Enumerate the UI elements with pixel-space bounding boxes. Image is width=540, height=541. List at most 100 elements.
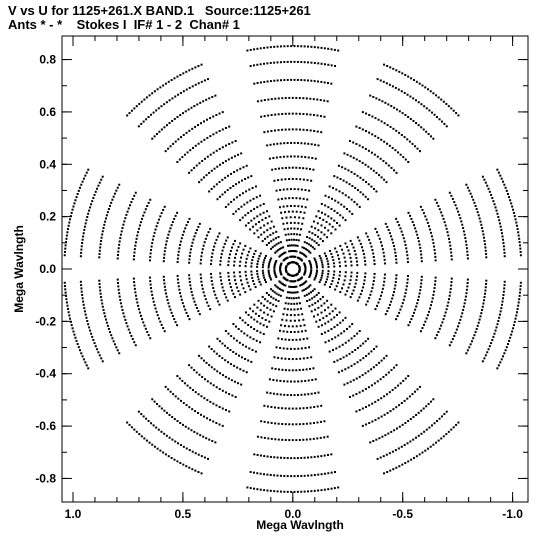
uv-point — [247, 222, 250, 225]
uv-point — [262, 274, 265, 277]
uv-point — [244, 311, 247, 314]
uv-point — [402, 237, 405, 240]
uv-point — [377, 118, 380, 121]
uv-point — [512, 327, 515, 330]
uv-point — [392, 294, 395, 297]
uv-point — [325, 257, 328, 260]
uv-point — [454, 331, 457, 334]
uv-point — [375, 364, 378, 367]
uv-point — [395, 466, 398, 469]
uv-point — [332, 273, 335, 276]
uv-point — [268, 262, 271, 265]
uv-point — [127, 328, 130, 331]
uv-point — [232, 243, 235, 246]
uv-point — [319, 257, 322, 260]
uv-point — [348, 253, 351, 256]
uv-point — [492, 335, 495, 338]
uv-point — [221, 111, 224, 114]
uv-point — [145, 118, 148, 121]
uv-point — [504, 349, 507, 352]
uv-point — [232, 350, 235, 353]
uv-point — [173, 217, 176, 220]
uv-point — [269, 392, 272, 395]
uv-point — [309, 273, 312, 276]
uv-point — [189, 149, 192, 152]
uv-point — [296, 490, 299, 493]
uv-point — [519, 281, 522, 284]
uv-point — [308, 292, 311, 295]
uv-point — [134, 344, 137, 347]
uv-point — [289, 280, 292, 283]
uv-point — [398, 131, 401, 134]
uv-point — [188, 466, 191, 469]
uv-point — [473, 201, 476, 204]
uv-point — [309, 406, 312, 409]
uv-point — [334, 228, 337, 231]
uv-point — [312, 367, 315, 370]
uv-point — [269, 61, 272, 64]
uv-point — [321, 269, 324, 272]
uv-point — [319, 99, 322, 102]
uv-point — [358, 126, 361, 129]
uv-point — [434, 252, 437, 255]
uv-point — [405, 285, 408, 288]
uv-point — [97, 351, 100, 354]
uv-point — [383, 472, 386, 475]
uv-point — [333, 64, 336, 67]
uv-point — [481, 227, 484, 230]
uv-point — [151, 137, 154, 140]
uv-point — [352, 394, 355, 397]
uv-point — [361, 111, 364, 114]
uv-point — [260, 436, 263, 439]
uv-point — [149, 255, 152, 258]
uv-point — [193, 430, 196, 433]
uv-point — [296, 279, 299, 282]
uv-point — [302, 438, 305, 441]
uv-point — [323, 436, 326, 439]
uv-point — [420, 126, 423, 129]
uv-point — [147, 419, 150, 422]
uv-point — [393, 429, 396, 432]
uv-point — [194, 144, 197, 147]
uv-point — [76, 343, 79, 346]
uv-point — [372, 252, 375, 255]
uv-point — [343, 152, 346, 155]
uv-point — [176, 274, 179, 277]
uv-point — [383, 63, 386, 66]
uv-point — [366, 235, 369, 238]
uv-point — [386, 393, 389, 396]
uv-point — [305, 255, 308, 258]
uv-point — [215, 297, 218, 300]
uv-point — [80, 251, 83, 254]
uv-point — [215, 131, 218, 134]
uv-point — [218, 423, 221, 426]
uv-point — [169, 227, 172, 230]
uv-point — [256, 320, 259, 323]
uv-point — [277, 438, 280, 441]
uv-point — [356, 189, 359, 192]
uv-point — [288, 96, 291, 99]
uv-point — [385, 82, 388, 85]
uv-point — [206, 136, 209, 139]
uv-point — [153, 400, 156, 403]
uv-point — [385, 453, 388, 456]
uv-point — [244, 265, 247, 268]
uv-point — [85, 316, 88, 319]
uv-point — [184, 110, 187, 113]
uv-point — [282, 188, 285, 191]
uv-point — [500, 177, 503, 180]
uv-point — [179, 243, 182, 246]
uv-point — [476, 211, 479, 214]
uv-point — [327, 215, 330, 218]
uv-point — [418, 243, 421, 246]
uv-point — [440, 437, 443, 440]
uv-point — [277, 236, 280, 239]
uv-point — [291, 112, 294, 115]
uv-point — [484, 243, 487, 246]
uv-point — [428, 426, 431, 429]
uv-point — [273, 456, 276, 459]
uv-point — [317, 62, 320, 65]
uv-point — [493, 203, 496, 206]
uv-point — [400, 305, 403, 308]
